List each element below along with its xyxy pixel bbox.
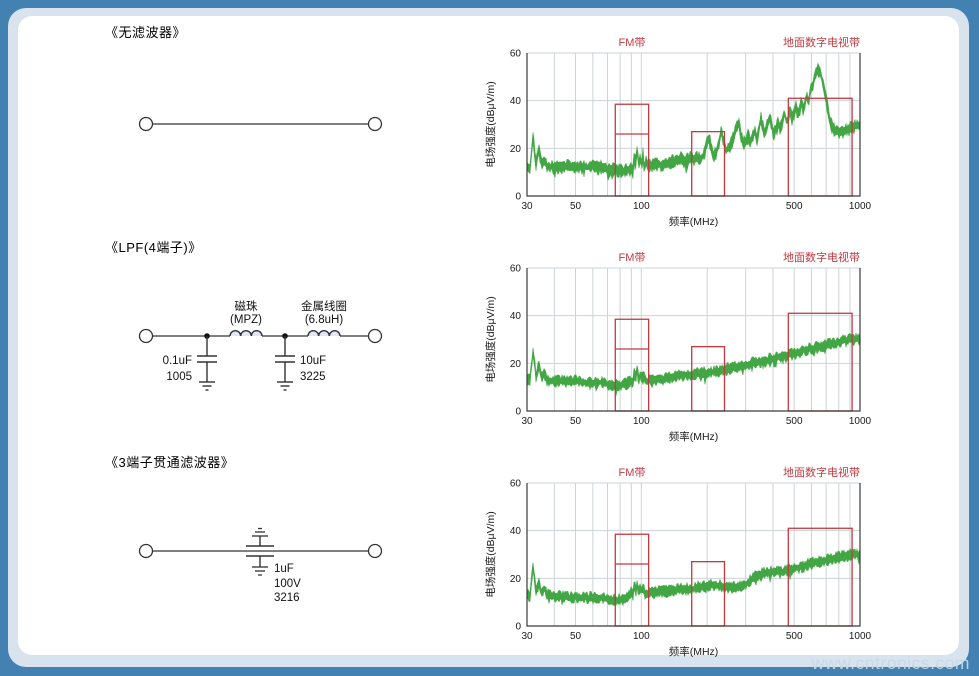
y-axis-title: 电场强度(dBμV/m) bbox=[484, 296, 497, 383]
input-terminal-icon bbox=[138, 116, 154, 132]
bead-part-label: (MPZ) bbox=[230, 314, 262, 326]
y-tick-label: 0 bbox=[515, 622, 521, 633]
ferrite-bead-inductor-icon bbox=[229, 330, 263, 337]
y-tick-label: 60 bbox=[510, 479, 522, 490]
chart-no-filter: FM带 地面数字电视带 0 20 40 60 30 50 100 500 1000 频率(MHz) 电场… bbox=[472, 30, 872, 235]
y-tick-label: 60 bbox=[510, 264, 522, 275]
y-tick-label: 20 bbox=[510, 144, 522, 155]
limit-band-box bbox=[691, 561, 726, 627]
noise-spectrum-trace bbox=[526, 332, 861, 396]
x-tick-label: 30 bbox=[521, 416, 533, 427]
y-tick-label: 20 bbox=[510, 574, 522, 585]
input-terminal-icon bbox=[138, 328, 154, 344]
section-title-no-filter: 《无滤波器》 bbox=[105, 25, 187, 40]
spectrum-chart-svg: FM带 地面数字电视带 0 20 40 60 30 50 100 500 1000 频率(MHz) 电场… bbox=[484, 35, 872, 228]
chart-feedthrough: FM带 地面数字电视带 0 20 40 60 30 50 100 500 1000 频率(MHz) 电场… bbox=[472, 460, 872, 665]
cap1-value-label: 0.1uF bbox=[163, 355, 192, 367]
metal-coil-inductor-icon bbox=[307, 330, 341, 337]
x-tick-label: 1000 bbox=[849, 631, 872, 642]
band-label: FM带 bbox=[619, 36, 646, 49]
limit-band-box bbox=[787, 527, 853, 627]
spectrum-chart-svg: FM带 地面数字电视带 0 20 40 60 30 50 100 500 1000 频率(MHz) 电场… bbox=[484, 465, 872, 658]
spectrum-chart-svg: FM带 地面数字电视带 0 20 40 60 30 50 100 500 1000 频率(MHz) 电场… bbox=[484, 250, 872, 443]
watermark: www.cntronics.com bbox=[811, 653, 970, 673]
x-tick-label: 1000 bbox=[849, 416, 872, 427]
axis-frame bbox=[526, 53, 861, 197]
cap2-size-label: 3225 bbox=[300, 371, 326, 383]
x-tick-label: 500 bbox=[786, 631, 803, 642]
y-tick-label: 0 bbox=[515, 192, 521, 203]
x-axis-title: 频率(MHz) bbox=[669, 645, 719, 658]
cap1-size-label: 1005 bbox=[166, 371, 192, 383]
band-label: 地面数字电视带 bbox=[783, 250, 860, 264]
noise-spectrum-trace bbox=[526, 62, 861, 181]
y-tick-label: 0 bbox=[515, 407, 521, 418]
chart-lpf: FM带 地面数字电视带 0 20 40 60 30 50 100 500 1000 频率(MHz) 电场… bbox=[472, 245, 872, 450]
y-tick-label: 60 bbox=[510, 49, 522, 60]
x-tick-label: 50 bbox=[570, 631, 582, 642]
x-tick-label: 50 bbox=[570, 201, 582, 212]
band-label: FM带 bbox=[619, 466, 646, 479]
x-tick-label: 1000 bbox=[849, 201, 872, 212]
capacitor-icon bbox=[275, 336, 295, 382]
output-terminal-icon bbox=[367, 543, 383, 559]
section-title-feedthrough: 《3端子贯通滤波器》 bbox=[105, 455, 235, 470]
y-tick-label: 40 bbox=[510, 311, 522, 322]
circuit-lpf-diagram: 0.1uF 1005 10uF 3225 磁珠 (MPZ) 金属线圈 (6.8u… bbox=[138, 299, 383, 391]
band-label: 地面数字电视带 bbox=[783, 35, 860, 49]
noise-spectrum-trace bbox=[526, 547, 861, 607]
ground-icon bbox=[199, 381, 215, 391]
x-tick-label: 100 bbox=[633, 631, 650, 642]
y-tick-label: 40 bbox=[510, 96, 522, 107]
limit-band-box bbox=[787, 312, 853, 412]
x-tick-label: 30 bbox=[521, 201, 533, 212]
axis-frame bbox=[526, 483, 861, 627]
capacitor-icon bbox=[197, 336, 217, 382]
ground-icon-top bbox=[252, 527, 268, 537]
section-title-lpf: 《LPF(4端子)》 bbox=[105, 240, 202, 255]
bead-name-label: 磁珠 bbox=[235, 299, 258, 313]
band-label: 地面数字电视带 bbox=[783, 465, 860, 479]
x-tick-label: 100 bbox=[633, 416, 650, 427]
cap-value-label: 1uF bbox=[274, 563, 294, 575]
output-terminal-icon bbox=[367, 116, 383, 132]
x-tick-label: 30 bbox=[521, 631, 533, 642]
input-terminal-icon bbox=[138, 543, 154, 559]
x-tick-label: 100 bbox=[633, 201, 650, 212]
x-axis-title: 频率(MHz) bbox=[669, 215, 719, 228]
circuit-feedthrough-diagram: 1uF 100V 3216 bbox=[138, 527, 383, 604]
x-tick-label: 500 bbox=[786, 201, 803, 212]
x-tick-label: 50 bbox=[570, 416, 582, 427]
cap2-value-label: 10uF bbox=[300, 355, 326, 367]
y-axis-title: 电场强度(dBμV/m) bbox=[484, 81, 497, 168]
axis-frame bbox=[526, 268, 861, 412]
output-terminal-icon bbox=[367, 328, 383, 344]
circuit-no-filter-diagram bbox=[138, 116, 383, 132]
x-tick-label: 500 bbox=[786, 416, 803, 427]
y-axis-title: 电场强度(dBμV/m) bbox=[484, 511, 497, 598]
x-axis-title: 频率(MHz) bbox=[669, 430, 719, 443]
coil-name-label: 金属线圈 bbox=[301, 299, 347, 313]
feedthrough-capacitor-icon bbox=[246, 536, 274, 567]
limit-band-box bbox=[691, 346, 726, 412]
band-label: FM带 bbox=[619, 251, 646, 264]
coil-value-label: (6.8uH) bbox=[305, 314, 344, 326]
ground-icon bbox=[252, 566, 268, 576]
cap-size-label: 3216 bbox=[274, 592, 300, 604]
ground-icon bbox=[277, 381, 293, 391]
y-tick-label: 40 bbox=[510, 526, 522, 537]
y-tick-label: 20 bbox=[510, 359, 522, 370]
cap-voltage-label: 100V bbox=[274, 578, 301, 590]
